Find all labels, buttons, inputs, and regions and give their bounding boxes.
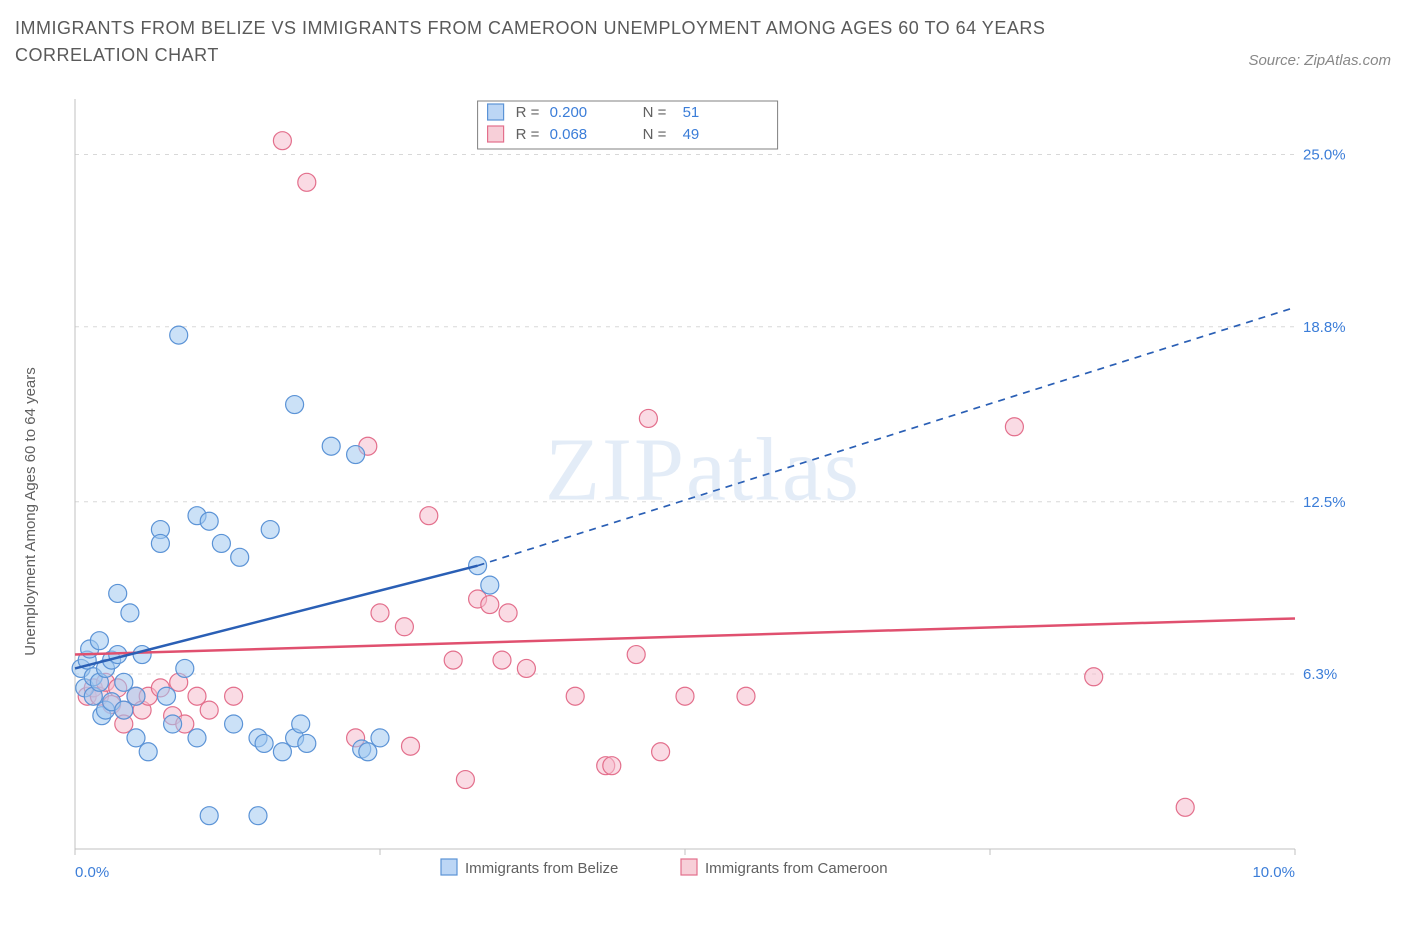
chart-title: IMMIGRANTS FROM BELIZE VS IMMIGRANTS FRO… [15, 15, 1115, 69]
svg-text:12.5%: 12.5% [1303, 494, 1346, 511]
svg-text:N =: N = [643, 126, 667, 143]
source-label: Source: ZipAtlas.com [1248, 52, 1391, 69]
svg-text:6.3%: 6.3% [1303, 666, 1337, 683]
svg-text:51: 51 [683, 104, 700, 121]
svg-text:49: 49 [683, 126, 700, 143]
svg-text:0.068: 0.068 [550, 126, 588, 143]
svg-text:R =: R = [516, 126, 540, 143]
svg-text:R =: R = [516, 104, 540, 121]
svg-text:0.200: 0.200 [550, 104, 588, 121]
svg-text:N =: N = [643, 104, 667, 121]
svg-text:10.0%: 10.0% [1252, 864, 1295, 881]
chart-container: 6.3% 12.5% 18.8% 25.0% 0.0% 10.0% Unemployment… [15, 79, 1391, 894]
svg-text:Immigrants from Belize: Immigrants from Belize [465, 860, 618, 877]
svg-text:18.8%: 18.8% [1303, 319, 1346, 336]
svg-text:Immigrants from Cameroon: Immigrants from Cameroon [705, 860, 888, 877]
svg-text:25.0%: 25.0% [1303, 147, 1346, 164]
svg-text:0.0%: 0.0% [75, 864, 109, 881]
scatter-chart: 6.3% 12.5% 18.8% 25.0% 0.0% 10.0% Unemployment… [15, 79, 1355, 889]
svg-text:Unemployment Among Ages 60 to: Unemployment Among Ages 60 to 64 years [22, 367, 39, 656]
